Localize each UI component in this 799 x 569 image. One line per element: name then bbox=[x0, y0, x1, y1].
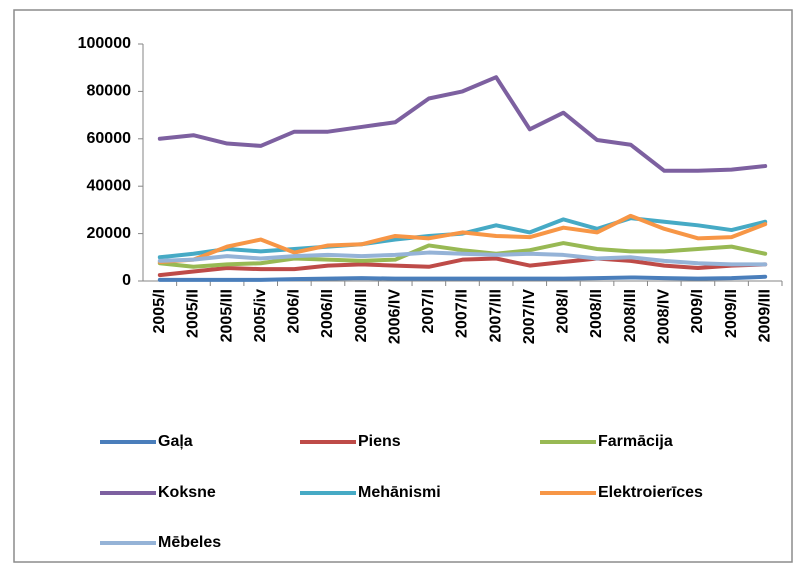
x-tick-label: 2006/III bbox=[353, 289, 370, 342]
legend-label: Mēbeles bbox=[158, 534, 221, 551]
legend-label: Koksne bbox=[158, 484, 216, 501]
y-tick-label: 60000 bbox=[87, 130, 132, 147]
x-tick-label: 2005/III bbox=[218, 289, 235, 342]
y-tick-label: 40000 bbox=[87, 177, 132, 194]
x-tick-label: 2005/iv bbox=[252, 289, 269, 342]
x-tick-label: 2005/I bbox=[151, 289, 168, 333]
x-tick-label: 2006/II bbox=[319, 289, 336, 338]
x-tick-label: 2007/III bbox=[487, 289, 504, 342]
legend-label: Elektroierīces bbox=[598, 484, 703, 501]
x-tick-label: 2009/II bbox=[723, 289, 740, 338]
y-tick-label: 20000 bbox=[87, 225, 132, 242]
x-tick-label: 2007/II bbox=[454, 289, 471, 338]
series-line bbox=[157, 213, 768, 265]
x-tick-label: 2008/III bbox=[622, 289, 639, 342]
legend-label: Mehānismi bbox=[358, 484, 441, 501]
legend-label: Piens bbox=[358, 433, 401, 450]
x-tick-label: 2007/IV bbox=[521, 289, 538, 344]
x-tick-label: 2005/II bbox=[185, 289, 202, 338]
series-line bbox=[157, 75, 768, 173]
series-line bbox=[157, 241, 768, 269]
x-tick-label: 2006/IV bbox=[386, 289, 403, 344]
x-tick-label: 2006/I bbox=[286, 289, 303, 333]
legend-label: Gaļa bbox=[158, 433, 193, 450]
y-tick-label: 100000 bbox=[78, 35, 131, 52]
x-tick-label: 2007/I bbox=[420, 289, 437, 333]
y-tick-label: 80000 bbox=[87, 83, 132, 100]
chart-border bbox=[13, 9, 793, 563]
x-tick-label: 2009/III bbox=[756, 289, 773, 342]
series-line bbox=[157, 250, 768, 267]
x-tick-label: 2009/I bbox=[689, 289, 706, 333]
x-tick-label: 2008/I bbox=[555, 289, 572, 333]
series-line bbox=[157, 256, 768, 278]
legend-label: Farmācija bbox=[598, 433, 673, 450]
x-tick-label: 2008/II bbox=[588, 289, 605, 338]
series-line bbox=[157, 274, 768, 282]
y-tick-label: 0 bbox=[122, 272, 131, 289]
x-tick-label: 2008/IV bbox=[656, 289, 673, 344]
